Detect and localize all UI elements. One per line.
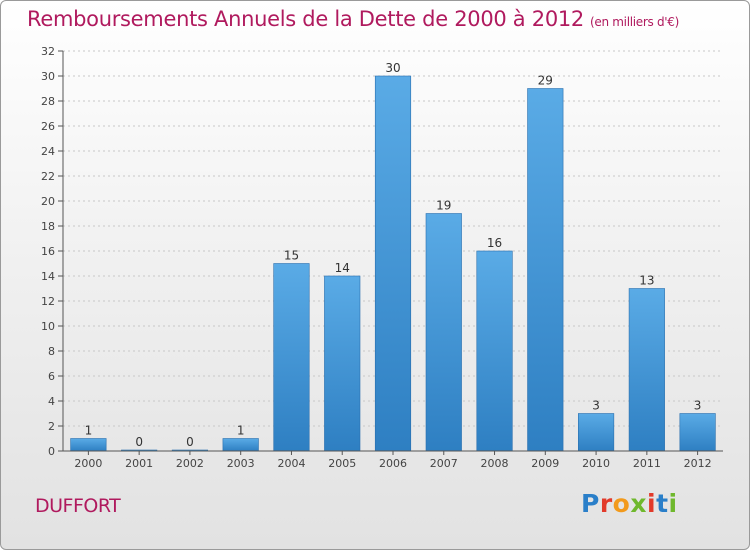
value-label-2001: 0 (135, 435, 143, 449)
logo-letter: i (647, 489, 657, 518)
logo-letter: i (668, 489, 678, 518)
bar-2012 (679, 413, 716, 452)
logo-letter: r (599, 489, 613, 518)
value-label-2009: 29 (538, 74, 553, 88)
x-tick-label-2007: 2007 (430, 457, 458, 470)
bar-2005 (324, 275, 361, 452)
x-tick-label-2010: 2010 (582, 457, 610, 470)
y-tick-label: 10 (41, 320, 55, 333)
y-tick-label: 32 (41, 45, 55, 58)
bar-2004 (273, 263, 310, 452)
y-tick-label: 0 (48, 445, 55, 458)
bar-2008 (476, 250, 513, 452)
y-tick-label: 2 (48, 420, 55, 433)
value-label-2008: 16 (487, 236, 502, 250)
x-tick-label-2000: 2000 (74, 457, 102, 470)
bar-2000 (70, 438, 107, 452)
x-tick-label-2006: 2006 (379, 457, 407, 470)
bar-2011 (628, 288, 665, 452)
y-tick-label: 4 (48, 395, 55, 408)
y-tick-label: 26 (41, 120, 55, 133)
proxiti-logo: Proxiti (581, 489, 678, 518)
y-tick-label: 24 (41, 145, 55, 158)
bar-2009 (527, 88, 564, 452)
logo-letter: x (630, 489, 647, 518)
bars (70, 75, 716, 452)
x-tick-label-2005: 2005 (328, 457, 356, 470)
y-tick-label: 12 (41, 295, 55, 308)
x-tick-label-2012: 2012 (684, 457, 712, 470)
y-tick-label: 28 (41, 95, 55, 108)
y-tick-label: 18 (41, 220, 55, 233)
value-label-2003: 1 (237, 424, 245, 438)
value-label-2002: 0 (186, 435, 194, 449)
value-label-2010: 3 (592, 399, 600, 413)
x-tick-label-2004: 2004 (277, 457, 305, 470)
y-tick-label: 16 (41, 245, 55, 258)
value-label-2011: 13 (639, 274, 654, 288)
y-tick-label: 22 (41, 170, 55, 183)
x-tick-label-2002: 2002 (176, 457, 204, 470)
value-label-2006: 30 (385, 61, 400, 75)
chart-title: Remboursements Annuels de la Dette de 20… (27, 7, 679, 31)
logo-letter: o (612, 489, 631, 518)
labels: 0246810121416182022242628303212000020010… (41, 45, 712, 470)
y-tick-label: 8 (48, 345, 55, 358)
x-tick-label-2008: 2008 (481, 457, 509, 470)
x-tick-label-2001: 2001 (125, 457, 153, 470)
x-tick-label-2009: 2009 (531, 457, 559, 470)
axes (58, 50, 723, 455)
title-text: Remboursements Annuels de la Dette de 20… (27, 7, 584, 31)
y-tick-label: 6 (48, 370, 55, 383)
value-label-2005: 14 (335, 261, 350, 275)
y-tick-label: 14 (41, 270, 55, 283)
x-tick-label-2003: 2003 (227, 457, 255, 470)
x-tick-label-2011: 2011 (633, 457, 661, 470)
bar-2006 (374, 75, 412, 452)
value-label-2012: 3 (694, 399, 702, 413)
bar-2007 (425, 213, 462, 452)
value-label-2007: 19 (436, 199, 451, 213)
logo-letter: t (656, 489, 669, 518)
value-label-2000: 1 (85, 424, 93, 438)
bar-2010 (578, 413, 615, 452)
value-label-2004: 15 (284, 249, 299, 263)
logo-letter: P (581, 489, 600, 518)
town-name: DUFFORT (35, 495, 121, 517)
bar-2003 (222, 438, 259, 452)
y-tick-label: 30 (41, 70, 55, 83)
y-tick-label: 20 (41, 195, 55, 208)
unit-label: (en milliers d'€) (590, 15, 680, 29)
